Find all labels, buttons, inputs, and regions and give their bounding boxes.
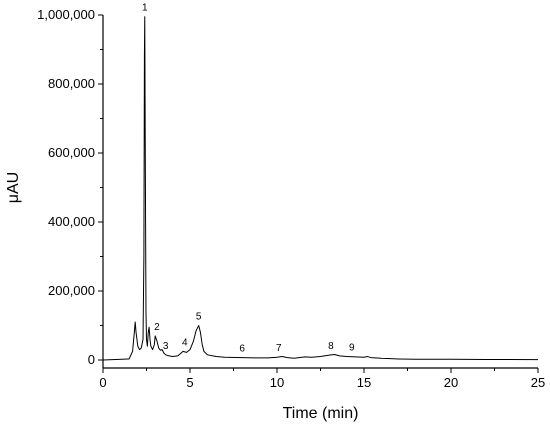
peak-label: 7 bbox=[276, 343, 282, 354]
x-tick-label: 25 bbox=[531, 375, 545, 390]
y-tick-label: 800,000 bbox=[48, 76, 95, 91]
x-tick-label: 5 bbox=[186, 375, 193, 390]
y-tick-label: 200,000 bbox=[48, 283, 95, 298]
trace-group bbox=[102, 16, 539, 361]
x-tick-label: 20 bbox=[444, 375, 458, 390]
peak-labels: 123 456 7 8 9 bbox=[142, 3, 355, 355]
y-tick-label: 400,000 bbox=[48, 214, 95, 229]
x-tick-label: 0 bbox=[99, 375, 106, 390]
peak-label: 4 bbox=[182, 337, 188, 348]
peak-label: 5 bbox=[196, 312, 202, 323]
y-tick-label: 600,000 bbox=[48, 145, 95, 160]
peak-label: 3 bbox=[163, 341, 169, 352]
peak-label: 8 bbox=[328, 341, 334, 352]
y-tick-label: 0 bbox=[88, 352, 95, 367]
peak-label: 6 bbox=[239, 344, 245, 355]
peak-label: 9 bbox=[349, 343, 355, 354]
chromatogram-trace bbox=[102, 16, 539, 361]
x-tick-label: 15 bbox=[357, 375, 371, 390]
peak-label: 2 bbox=[154, 322, 160, 333]
x-tick-label: 10 bbox=[270, 375, 284, 390]
x-axis-title: Time (min) bbox=[283, 405, 359, 422]
y-axis-title: μAU bbox=[5, 172, 22, 203]
y-tick-label: 1,000,000 bbox=[37, 7, 95, 22]
ticks: 0 5 10 15 20 250200,000400,000600,000800,0001… bbox=[37, 7, 545, 390]
peak-label: 1 bbox=[142, 3, 148, 14]
axes bbox=[102, 15, 538, 369]
